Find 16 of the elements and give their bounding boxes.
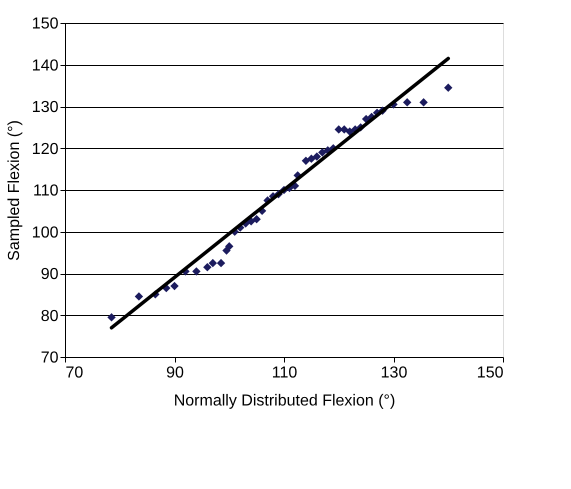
x-axis-title: Normally Distributed Flexion (°) xyxy=(174,392,396,410)
y-tick-label: 70 xyxy=(40,350,59,366)
x-tick-label: 110 xyxy=(272,364,298,382)
y-tick-label: 150 xyxy=(32,16,59,32)
y-tick-label: 90 xyxy=(40,266,59,283)
y-axis-title: Sampled Flexion (°) xyxy=(6,120,23,261)
y-tick-label: 120 xyxy=(32,140,59,158)
x-tick-label: 70 xyxy=(66,364,84,382)
y-tick-label: 140 xyxy=(32,57,59,74)
y-tick-label: 130 xyxy=(32,99,59,116)
x-tick-label: 130 xyxy=(380,364,408,382)
y-tick-label: 80 xyxy=(40,308,59,325)
y-tick-label: 100 xyxy=(32,224,59,242)
y-tick-label: 110 xyxy=(32,182,59,200)
x-tick-label: 150 xyxy=(476,364,504,382)
x-tick-label: 90 xyxy=(166,364,184,382)
